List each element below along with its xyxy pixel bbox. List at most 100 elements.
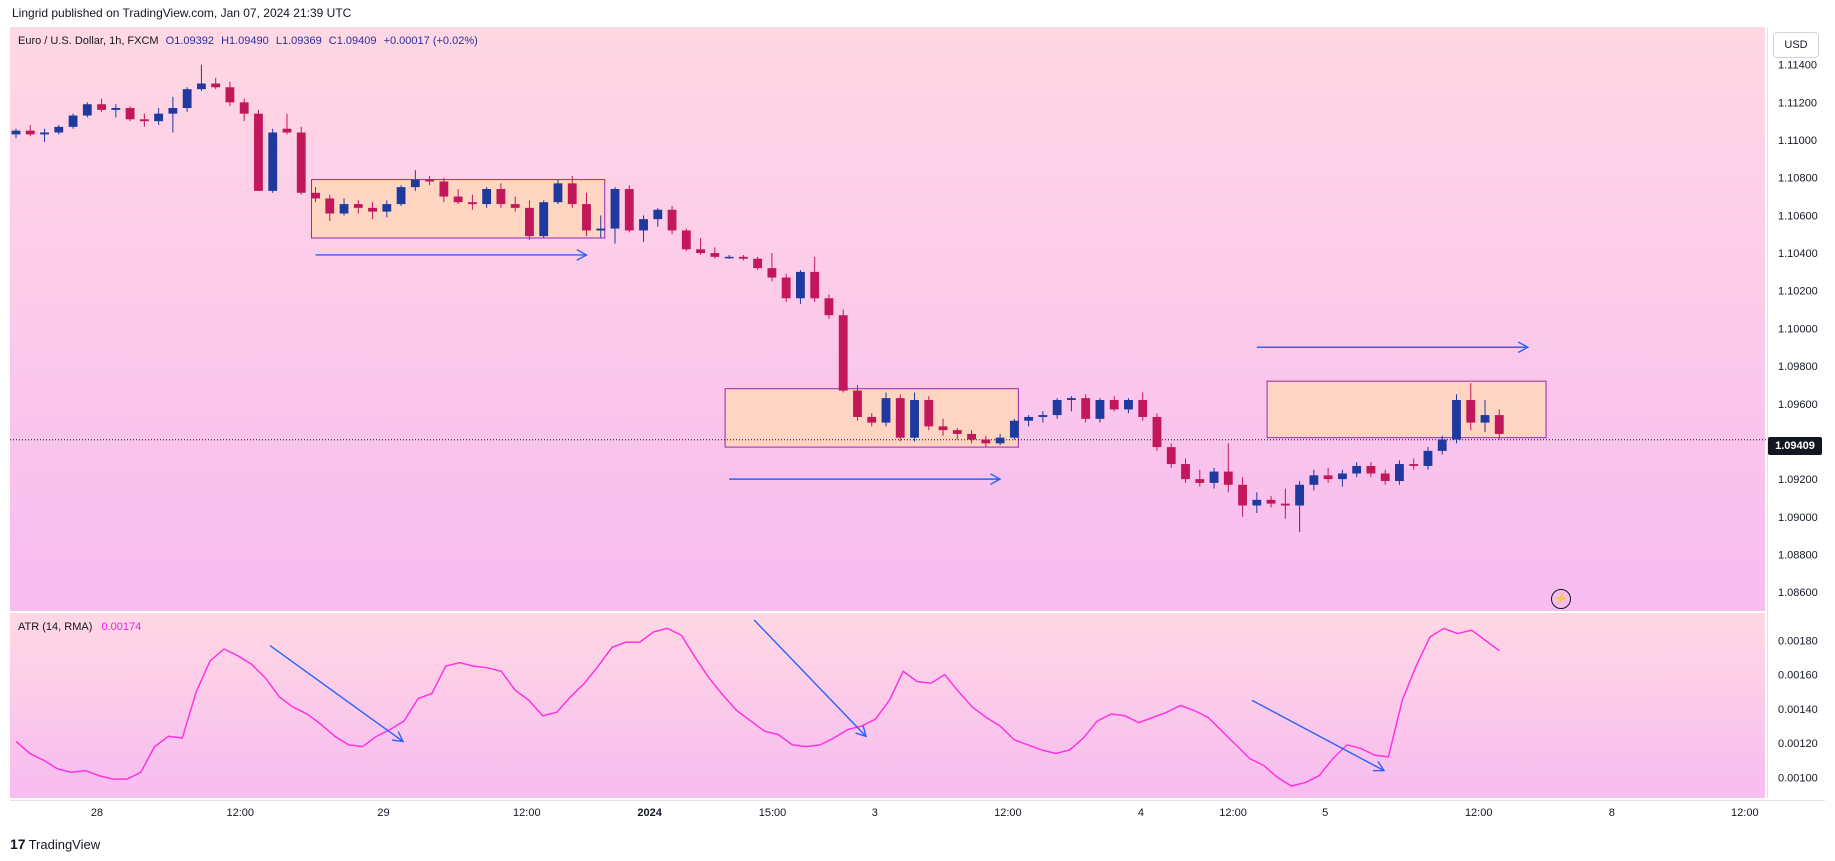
candle-body [339,204,349,214]
candle-body [268,132,278,191]
trend-arrow-3-head [1517,341,1530,354]
candle-body [724,256,734,259]
candle-body [1452,400,1461,440]
candle-body [40,132,49,135]
candle-body [97,104,106,110]
time-tick-label: 12:00 [226,807,254,819]
symbol-title: Euro / U.S. Dollar, 1h, FXCM [18,35,159,47]
candle-body [1309,475,1319,485]
candle-body [496,189,506,205]
atr-tick-label: 0.00140 [1778,704,1818,716]
main-price-pane[interactable] [10,27,1765,611]
candle-body [211,83,221,88]
time-tick-label: 12:00 [1219,807,1247,819]
candle-body [810,271,820,299]
open-value: O1.09392 [165,35,214,47]
time-tick-label: 12:00 [513,807,541,819]
tradingview-logo[interactable]: 17 TradingView [10,836,100,852]
candle-body [667,209,677,231]
candle-body [1152,416,1162,448]
candle-body [439,181,449,197]
tradingview-logo-text: TradingView [28,837,101,852]
candle-body [1380,473,1390,482]
atr-indicator-pane[interactable] [10,613,1765,798]
change-value: +0.00017 (+0.02%) [383,35,478,47]
candle-body [1109,400,1119,410]
candle-body [867,416,877,423]
candle-body [1280,503,1290,506]
lightning-icon[interactable]: ⚡ [1551,589,1571,609]
candle-body [410,179,420,188]
time-tick-label: 4 [1138,807,1144,819]
candle-body [938,426,948,431]
atr-line [15,627,1500,787]
candle-body [1081,398,1091,419]
candle-body [995,437,1005,444]
candle-body [154,113,164,122]
time-tick-label: 29 [377,807,389,819]
candle-body [753,258,763,269]
candle-body [910,400,919,438]
time-axis[interactable] [10,800,1825,827]
candle-body [1352,465,1362,474]
trend-arrow-1-head [576,249,588,261]
price-tick-label: 1.10400 [1778,248,1818,260]
candle-body [981,439,991,444]
candle-body [1095,400,1105,419]
candle-body [696,249,706,254]
price-tick-label: 1.11400 [1778,60,1817,72]
candle-body [196,83,206,90]
price-tick-label: 1.09200 [1778,474,1818,486]
candle-body [1052,400,1062,416]
time-tick-label: 3 [872,807,878,819]
candle-body [382,204,392,212]
candle-body [168,108,178,114]
atr-tick-label: 0.00100 [1778,772,1818,784]
candle-body [895,398,905,438]
atr-legend[interactable]: ATR (14, RMA) 0.00174 [18,621,141,633]
candle-body [738,256,748,259]
candle-body [325,198,335,214]
candle-body [681,230,691,250]
price-tick-label: 1.08600 [1778,587,1818,599]
low-value: L1.09369 [275,35,322,47]
atr-arrow-2 [753,619,867,737]
tradingview-mark-icon: 17 [10,836,26,852]
price-tick-label: 1.11000 [1778,135,1817,147]
atr-arrow-2-head [855,725,868,738]
candle-body [425,179,435,182]
candle-body [1195,479,1205,483]
atr-arrow-1 [269,644,404,743]
currency-button[interactable]: USD [1773,32,1819,58]
candle-body [1480,415,1490,423]
candle-body [1038,415,1048,417]
candle-body [1181,464,1190,480]
symbol-legend[interactable]: Euro / U.S. Dollar, 1h, FXCM O1.09392 H1… [18,35,478,47]
candle-body [68,115,78,127]
atr-arrow-1-head [391,731,405,743]
consolidation-zone-3 [1266,380,1547,439]
candle-body [952,430,962,434]
price-tick-label: 1.08800 [1778,549,1818,561]
candle-body [710,253,720,257]
candle-body [767,268,777,278]
close-value: C1.09409 [328,35,377,47]
candle-body [1024,416,1034,421]
candle-body [1409,464,1419,466]
trend-arrow-2-head [990,473,1002,486]
candle-body [1009,420,1019,438]
candle-body [967,433,976,440]
price-tick-label: 1.10200 [1778,286,1818,298]
candle-body [11,130,21,135]
atr-title: ATR (14, RMA) [18,621,93,633]
price-axis[interactable] [1767,27,1826,798]
time-tick-label: 12:00 [1731,807,1759,819]
candle-body [824,298,834,316]
candle-body [139,119,149,122]
atr-tick-label: 0.00180 [1778,635,1818,647]
candle-body [653,209,663,220]
candle-body [610,189,620,229]
atr-tick-label: 0.00160 [1778,670,1818,682]
time-tick-label: 12:00 [994,807,1022,819]
